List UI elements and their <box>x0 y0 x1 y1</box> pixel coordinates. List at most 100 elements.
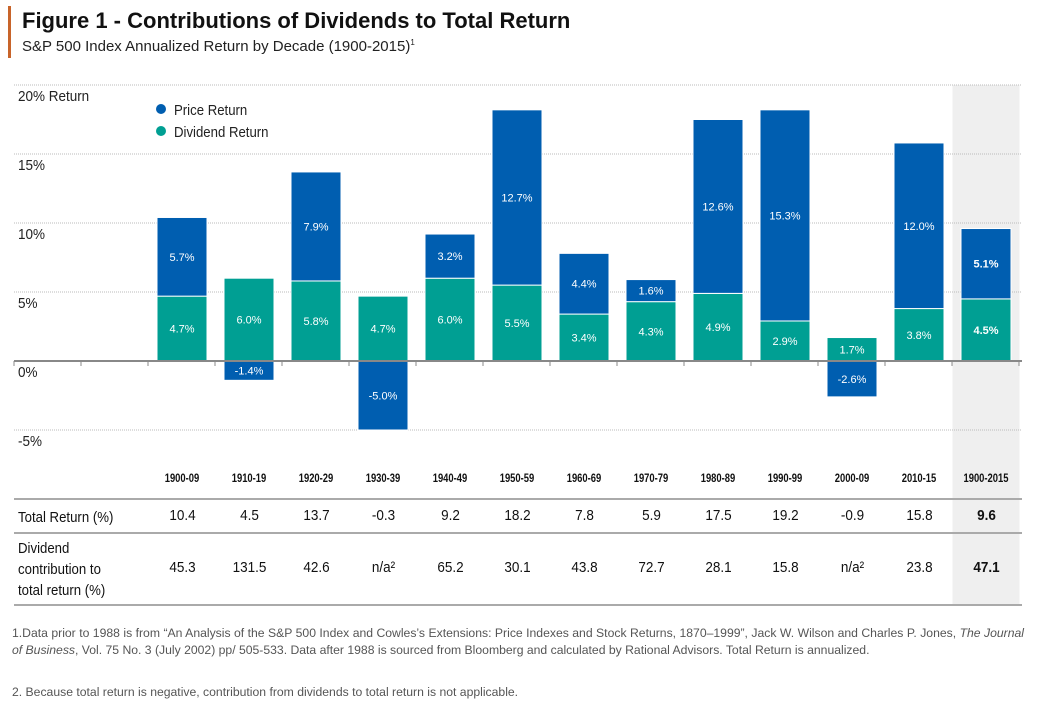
dividend-data-label: 4.9% <box>705 322 730 334</box>
dividend-contribution-cell: 65.2 <box>436 559 464 576</box>
category-label: 1920-29 <box>299 472 334 485</box>
dividend-contribution-cell: n/a² <box>371 559 395 576</box>
dividend-data-label: 6.0% <box>437 315 462 327</box>
dividend-contribution-cell: 23.8 <box>905 559 933 576</box>
price-data-label: -5.0% <box>369 391 398 403</box>
table-mid-rule <box>14 532 1022 534</box>
row-label-line: total return (%) <box>18 582 106 599</box>
price-bar <box>692 119 744 294</box>
price-bar <box>491 109 543 286</box>
price-data-label: 4.4% <box>571 279 596 291</box>
price-data-label: 5.7% <box>169 252 194 264</box>
total-return-cell: 15.8 <box>905 507 933 524</box>
chart-subtitle: S&P 500 Index Annualized Return by Decad… <box>22 38 415 55</box>
price-bar <box>156 216 208 297</box>
dividend-bar <box>357 295 409 362</box>
price-data-label: -1.4% <box>235 366 264 378</box>
footnote-1: 1.Data prior to 1988 is from “An Analysi… <box>12 625 1024 659</box>
dividend-bar <box>759 320 811 362</box>
dividend-data-label: 4.7% <box>169 324 194 336</box>
row-label-total-return: Total Return (%) <box>18 509 114 526</box>
dividend-contribution-cell: 131.5 <box>232 559 266 576</box>
dividend-contribution-cell: 28.1 <box>704 559 732 576</box>
table-top-rule <box>14 498 1022 500</box>
dividend-data-label: 2.9% <box>772 336 797 348</box>
category-label: 1950-59 <box>500 472 535 485</box>
total-return-cell: 17.5 <box>704 507 732 524</box>
total-return-cell: 19.2 <box>771 507 799 524</box>
total-return-cell: 5.9 <box>641 507 661 524</box>
dividend-data-label: 3.4% <box>571 333 596 345</box>
legend-dividend-marker <box>156 126 166 136</box>
footnote-1-text-cont: , Vol. 75 No. 3 (July 2002) pp/ 505-533.… <box>75 643 870 657</box>
price-data-label: -2.6% <box>838 374 867 386</box>
dividend-contribution-cell: n/a² <box>840 559 864 576</box>
category-label: 2010-15 <box>902 472 937 485</box>
dividend-bar <box>491 284 543 362</box>
dividend-contribution-cell: 43.8 <box>570 559 598 576</box>
y-tick-label: 10% <box>18 226 45 243</box>
total-return-cell: 18.2 <box>503 507 531 524</box>
legend-price-marker <box>156 104 166 114</box>
y-tick-label: 0% <box>18 364 38 381</box>
footnote-2: 2. Because total return is negative, con… <box>12 685 519 699</box>
dividend-data-label: 4.3% <box>638 326 663 338</box>
category-label: 1990-99 <box>768 472 803 485</box>
price-bar <box>893 142 945 310</box>
total-return-cell: 9.2 <box>440 507 460 524</box>
price-data-label: 12.6% <box>702 201 733 213</box>
price-bar <box>424 233 476 279</box>
category-label: 1930-39 <box>366 472 401 485</box>
table-bottom-rule <box>14 604 1022 606</box>
category-label: 1900-2015 <box>963 472 1008 485</box>
price-data-label: 15.3% <box>769 210 800 222</box>
total-return-cell: 4.5 <box>239 507 259 524</box>
price-bar <box>826 360 878 398</box>
category-label: 1940-49 <box>433 472 468 485</box>
category-label: 1960-69 <box>567 472 602 485</box>
subtitle-text: S&P 500 Index Annualized Return by Decad… <box>22 38 411 55</box>
dividend-data-label: 4.7% <box>370 324 395 336</box>
total-return-cell: 7.8 <box>574 507 594 524</box>
dividend-contribution-cell: 47.1 <box>972 559 1000 576</box>
dividend-bar <box>960 298 1012 362</box>
total-return-cell: -0.9 <box>840 507 864 524</box>
category-label: 1970-79 <box>634 472 669 485</box>
price-bar <box>357 360 409 431</box>
price-data-label: 12.0% <box>903 221 934 233</box>
dividend-data-label: 5.8% <box>303 316 328 328</box>
price-bar <box>625 279 677 303</box>
price-bar <box>290 171 342 282</box>
dividend-contribution-cell: 42.6 <box>302 559 330 576</box>
dividend-contribution-cell: 45.3 <box>168 559 196 576</box>
legend-dividend-label: Dividend Return <box>174 123 269 140</box>
dividend-contribution-cell: 15.8 <box>771 559 799 576</box>
total-return-cell: -0.3 <box>371 507 395 524</box>
y-tick-label: 15% <box>18 157 45 174</box>
dividend-data-label: 1.7% <box>839 344 864 356</box>
total-return-cell: 9.6 <box>976 507 996 524</box>
total-return-cell: 10.4 <box>168 507 196 524</box>
price-data-label: 7.9% <box>303 221 328 233</box>
row-label-line: contribution to <box>18 561 101 578</box>
category-label: 1910-19 <box>232 472 267 485</box>
title-accent-bar <box>8 6 11 58</box>
dividend-contribution-cell: 72.7 <box>637 559 665 576</box>
price-data-label: 5.1% <box>973 259 998 271</box>
y-tick-label: 5% <box>18 295 38 312</box>
y-tick-label: 20% Return <box>18 88 89 105</box>
category-label: 2000-09 <box>835 472 870 485</box>
price-data-label: 12.7% <box>501 192 532 204</box>
y-tick-label: -5% <box>18 433 42 450</box>
dividend-data-label: 3.8% <box>906 330 931 342</box>
chart-title: Figure 1 - Contributions of Dividends to… <box>22 8 571 33</box>
footnote-1-text: 1.Data prior to 1988 is from “An Analysi… <box>12 626 960 640</box>
footnote-1-journal: The Journal of Business <box>12 626 1025 657</box>
price-bar <box>558 252 610 315</box>
price-bar <box>759 109 811 322</box>
category-label: 1980-89 <box>701 472 736 485</box>
price-bar <box>960 228 1012 300</box>
price-data-label: 1.6% <box>638 286 663 298</box>
dividend-contribution-cell: 30.1 <box>503 559 531 576</box>
